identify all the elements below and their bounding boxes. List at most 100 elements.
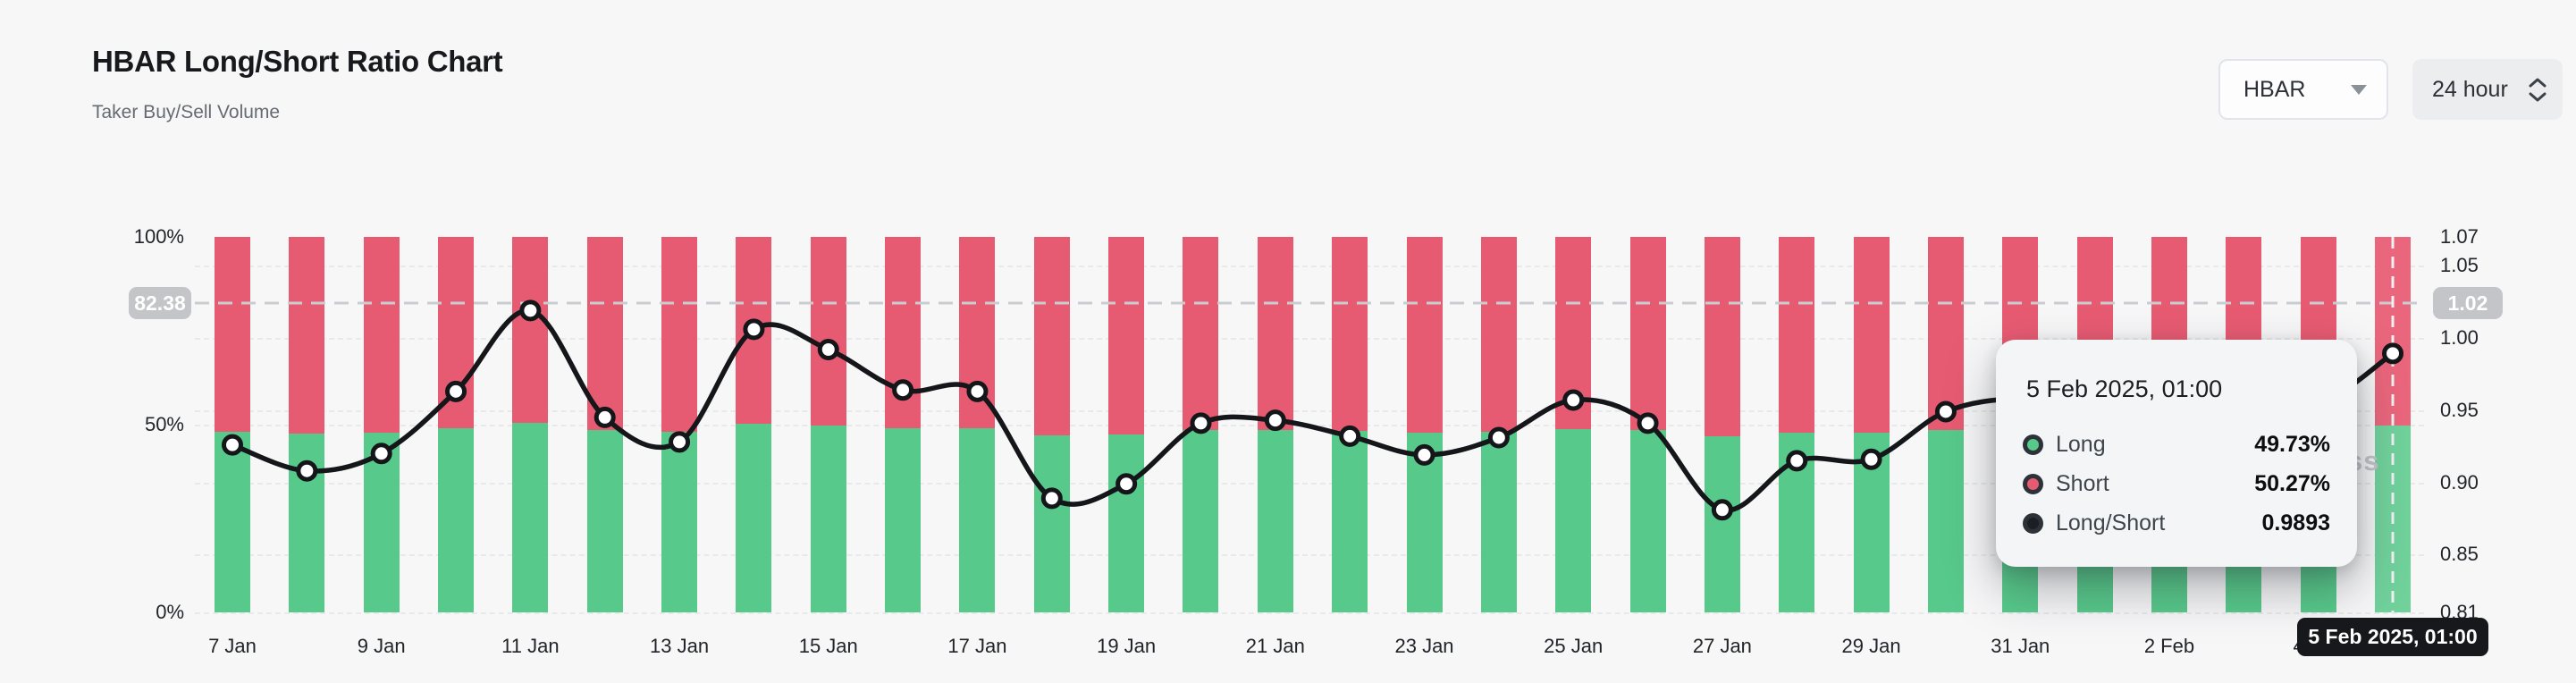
bar-21-jan[interactable] [1257, 237, 1293, 612]
short-segment [1555, 237, 1592, 429]
short-segment [1033, 237, 1070, 436]
x-tick-2-feb: 2 Feb [2143, 635, 2195, 657]
left-axis-label-100%: 100% [133, 225, 184, 248]
interval-select-value: 24 hour [2432, 76, 2508, 102]
short-segment [1480, 237, 1517, 432]
long-segment [586, 429, 623, 612]
bar-20-jan[interactable] [1183, 237, 1219, 612]
short-segment [959, 237, 996, 428]
tooltip-date: 5 Feb 2025, 01:00 [2026, 375, 2223, 402]
bar-29-jan[interactable] [1853, 237, 1890, 612]
short-segment [736, 237, 772, 425]
bar-9-jan[interactable] [363, 237, 400, 612]
bar-14-jan[interactable] [736, 237, 772, 612]
long-segment [1033, 435, 1070, 612]
short-segment [215, 237, 250, 433]
long-segment [736, 424, 772, 612]
right-axis-crosshair-badge: 1.02 [2433, 287, 2503, 319]
short-segment [1704, 237, 1740, 437]
x-tick-31-jan: 31 Jan [1991, 635, 2050, 657]
right-axis-label-1.00: 1.00 [2440, 326, 2479, 350]
tooltip-long-label: Long [2056, 431, 2106, 457]
bar-24-jan[interactable] [1480, 237, 1517, 612]
short-segment [1108, 237, 1145, 435]
bar-10-jan[interactable] [438, 237, 475, 612]
bar-7-jan[interactable] [215, 237, 250, 612]
page-subtitle: Taker Buy/Sell Volume [92, 102, 281, 122]
bar-5-feb[interactable] [2375, 237, 2411, 612]
short-segment [289, 237, 325, 434]
x-tick-29-jan: 29 Jan [1841, 635, 1901, 657]
right-axis-label-0.85: 0.85 [2440, 543, 2479, 566]
bar-13-jan[interactable] [661, 237, 698, 612]
x-tick-9-jan: 9 Jan [357, 635, 406, 657]
long-segment [1406, 432, 1443, 612]
x-tick-11-jan: 11 Jan [501, 635, 560, 657]
short-segment [1332, 237, 1368, 432]
bar-25-jan[interactable] [1555, 237, 1592, 612]
left-axis-label-50%: 50% [144, 413, 184, 435]
long-segment [289, 434, 325, 612]
interval-select[interactable]: 24 hour [2412, 59, 2563, 120]
chart-tooltip: 5 Feb 2025, 01:00 Long 49.73% Short 50.2… [1996, 340, 2357, 567]
bar-28-jan[interactable] [1779, 237, 1815, 612]
x-tick-15-jan: 15 Jan [798, 635, 858, 657]
long-segment [1257, 430, 1293, 612]
long-segment [363, 432, 400, 612]
long-segment [1108, 434, 1145, 612]
long-segment [2375, 426, 2411, 612]
long-segment [1704, 436, 1740, 612]
long-segment [1332, 431, 1368, 612]
tooltip-ratio-label: Long/Short [2056, 510, 2166, 535]
bar-18-jan[interactable] [1033, 237, 1070, 612]
x-tick-17-jan: 17 Jan [947, 635, 1007, 657]
bar-17-jan[interactable] [959, 237, 996, 612]
x-tick-25-jan: 25 Jan [1544, 635, 1604, 657]
bar-16-jan[interactable] [885, 237, 922, 612]
tooltip-short-value: 50.27% [2254, 470, 2330, 496]
tooltip-short-label: Short [2056, 470, 2109, 496]
gridline-ratio-0.85 [195, 554, 2424, 557]
symbol-select[interactable]: HBAR [2218, 59, 2388, 120]
long-segment [1853, 433, 1890, 612]
short-segment [810, 237, 846, 426]
long-segment [1480, 431, 1517, 612]
short-segment [661, 237, 698, 432]
long-segment [959, 427, 996, 612]
x-tick-7-jan: 7 Jan [208, 635, 257, 657]
x-tick-27-jan: 27 Jan [1692, 635, 1752, 657]
short-segment [1779, 237, 1815, 434]
tooltip-long-value: 49.73% [2254, 431, 2330, 457]
page-title: HBAR Long/Short Ratio Chart [92, 45, 503, 78]
long-segment [1629, 430, 1666, 612]
bar-12-jan[interactable] [586, 237, 623, 612]
bar-27-jan[interactable] [1704, 237, 1740, 612]
short-segment [885, 237, 922, 428]
gridline-ratio-0.81 [195, 612, 2424, 614]
x-tick-23-jan: 23 Jan [1394, 635, 1454, 657]
long-legend-dot-icon [2023, 434, 2043, 455]
bar-22-jan[interactable] [1332, 237, 1368, 612]
long-segment [1183, 430, 1219, 612]
short-segment [1406, 237, 1443, 433]
bar-26-jan[interactable] [1629, 237, 1666, 612]
x-tick-21-jan: 21 Jan [1245, 635, 1305, 657]
right-axis-label-0.95: 0.95 [2440, 398, 2479, 421]
bar-23-jan[interactable] [1406, 237, 1443, 612]
long-segment [1927, 429, 1964, 612]
short-segment [1853, 237, 1890, 434]
bar-15-jan[interactable] [810, 237, 846, 612]
bar-8-jan[interactable] [289, 237, 325, 612]
bar-11-jan[interactable] [512, 237, 549, 612]
bar-30-jan[interactable] [1927, 237, 1964, 612]
x-axis-time-tooltip: 5 Feb 2025, 01:00 [2297, 618, 2488, 656]
bar-19-jan[interactable] [1108, 237, 1145, 612]
short-segment [363, 237, 400, 433]
short-segment [438, 237, 475, 428]
chevron-down-icon [2351, 84, 2367, 95]
x-tick-13-jan: 13 Jan [650, 635, 710, 657]
right-axis-label-1.07: 1.07 [2440, 225, 2479, 248]
ratio-legend-dot-icon [2023, 512, 2043, 534]
long-segment [438, 427, 475, 612]
